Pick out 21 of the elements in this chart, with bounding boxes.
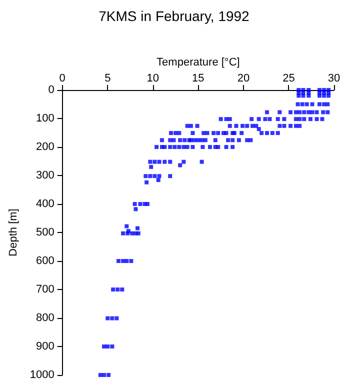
y-tick-label: 100 <box>36 112 54 124</box>
y-tick-label: 400 <box>36 198 54 210</box>
y-tick-label: 600 <box>36 255 54 267</box>
y-axis-title: Depth [m] <box>8 208 20 256</box>
x-tick-label: 25 <box>282 72 295 84</box>
x-tick-label: 30 <box>328 72 340 84</box>
y-tick-label: 200 <box>36 141 54 153</box>
y-tick-label: 500 <box>36 226 54 238</box>
x-tick-label: 5 <box>104 72 111 84</box>
x-tick-label: 15 <box>192 72 204 84</box>
chart-title: 7KMS in February, 1992 <box>98 8 250 24</box>
x-tick-label: 20 <box>237 72 250 84</box>
y-tick-label: 800 <box>36 312 54 324</box>
y-tick-label: 300 <box>36 170 54 182</box>
y-tick-label: 700 <box>36 284 54 296</box>
y-tick-label: 1000 <box>30 369 54 381</box>
y-tick-label: 0 <box>48 84 54 96</box>
x-tick-label: 0 <box>59 72 66 84</box>
x-axis-title: Temperature [°C] <box>156 56 240 68</box>
y-tick-label: 900 <box>36 340 54 352</box>
x-tick-label: 10 <box>146 72 160 84</box>
